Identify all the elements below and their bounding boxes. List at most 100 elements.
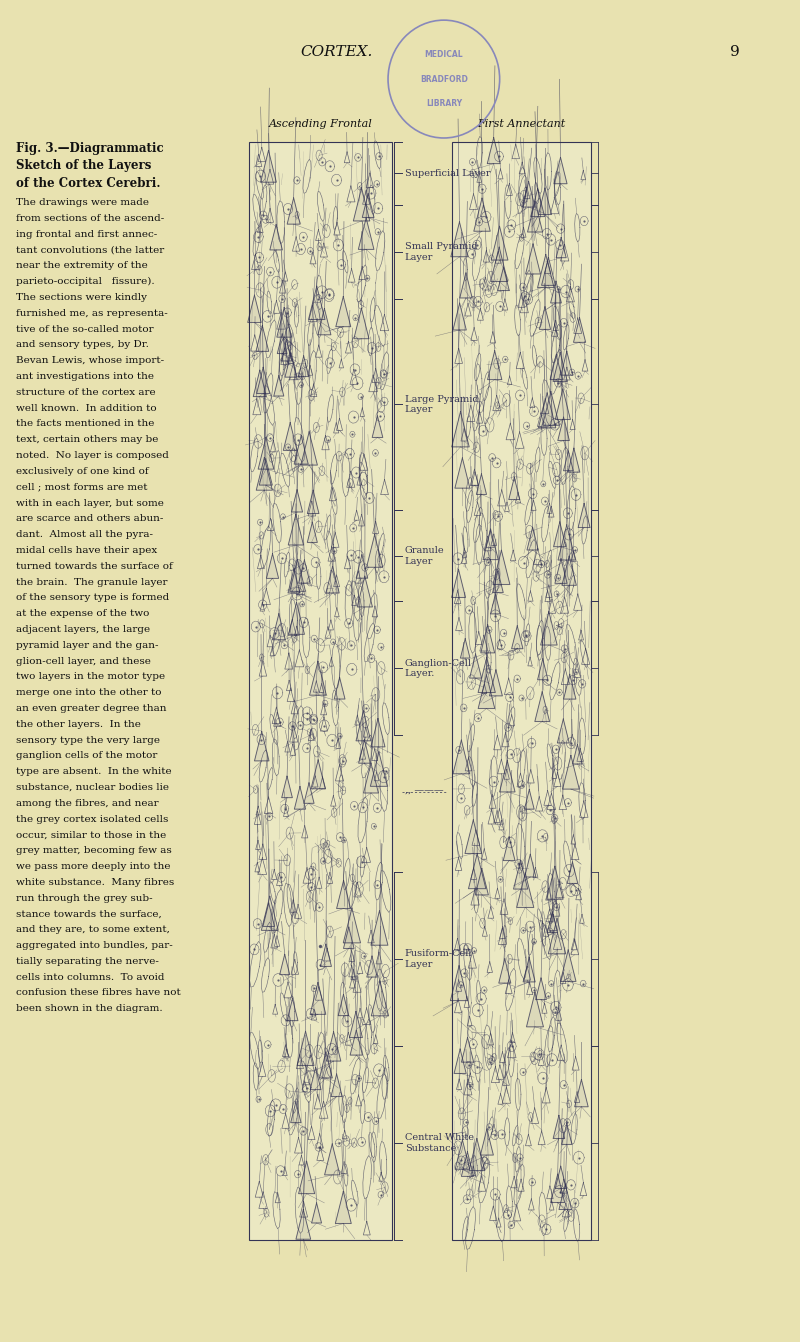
Text: type are absent.  In the white: type are absent. In the white [16,768,171,776]
Polygon shape [554,522,566,546]
Text: CORTEX.: CORTEX. [300,46,373,59]
Polygon shape [550,354,562,380]
Text: Large Pyramid
Layer: Large Pyramid Layer [405,395,478,415]
Text: exclusively of one kind of: exclusively of one kind of [16,467,148,476]
Polygon shape [257,368,270,393]
Polygon shape [574,1079,588,1107]
Polygon shape [298,356,309,377]
Polygon shape [259,459,272,484]
Polygon shape [258,437,274,470]
Text: glion-cell layer, and these: glion-cell layer, and these [16,656,150,666]
Polygon shape [298,1161,314,1193]
Polygon shape [343,909,361,943]
Polygon shape [357,576,373,607]
Polygon shape [290,560,306,592]
Polygon shape [490,247,508,282]
Text: run through the grey sub-: run through the grey sub- [16,894,152,903]
Text: sensory type the very large: sensory type the very large [16,735,160,745]
Polygon shape [338,994,349,1016]
Polygon shape [371,718,385,747]
Polygon shape [538,188,551,215]
Polygon shape [478,658,495,692]
Polygon shape [461,639,470,658]
Text: well known.  In addition to: well known. In addition to [16,404,156,413]
Text: among the fibres, and near: among the fibres, and near [16,798,158,808]
Text: merge one into the other to: merge one into the other to [16,688,162,696]
Polygon shape [527,527,538,550]
Polygon shape [561,352,573,376]
Polygon shape [282,340,292,361]
Polygon shape [498,267,510,291]
Text: occur, similar to those in the: occur, similar to those in the [16,831,166,839]
Polygon shape [304,782,314,804]
Polygon shape [454,1049,466,1074]
Polygon shape [453,303,466,330]
Polygon shape [319,1052,332,1078]
Polygon shape [280,954,290,974]
Text: 9: 9 [730,46,740,59]
Polygon shape [530,189,545,216]
Polygon shape [562,1123,572,1145]
Polygon shape [294,786,306,809]
Polygon shape [263,903,274,926]
Text: been shown in the diagram.: been shown in the diagram. [16,1004,162,1013]
Polygon shape [451,221,468,256]
Polygon shape [538,255,554,287]
Text: tant convolutions (the latter: tant convolutions (the latter [16,246,164,255]
Polygon shape [296,1209,310,1239]
Polygon shape [287,199,300,224]
Bar [452,142,591,1240]
Polygon shape [318,309,331,334]
Text: The sections were kindly: The sections were kindly [16,293,146,302]
Polygon shape [462,1037,474,1062]
Polygon shape [563,451,574,471]
Polygon shape [525,789,534,809]
Polygon shape [326,1032,341,1062]
Text: Fig. 3.—Diagrammatic: Fig. 3.—Diagrammatic [16,142,163,156]
Polygon shape [481,625,494,654]
Text: from sections of the ascend-: from sections of the ascend- [16,215,164,223]
Polygon shape [350,1031,362,1055]
Polygon shape [372,416,382,437]
Polygon shape [354,309,369,338]
Polygon shape [452,412,470,447]
Polygon shape [517,872,534,907]
Polygon shape [493,572,503,593]
Text: The drawings were made: The drawings were made [16,199,149,207]
Polygon shape [475,868,488,895]
Polygon shape [563,674,576,699]
Polygon shape [526,244,541,274]
Polygon shape [350,1012,362,1037]
Text: the grey cortex isolated cells: the grey cortex isolated cells [16,815,168,824]
Polygon shape [450,966,468,1001]
Polygon shape [363,764,378,793]
Polygon shape [558,417,570,440]
Polygon shape [578,503,590,527]
Polygon shape [298,560,310,584]
Text: Fusiform-Cell
Layer: Fusiform-Cell Layer [405,949,472,969]
Polygon shape [522,181,535,207]
Polygon shape [310,1068,321,1090]
Polygon shape [307,490,319,514]
Polygon shape [335,1192,351,1224]
Polygon shape [336,297,350,326]
Polygon shape [526,993,543,1027]
Text: white substance.  Many fibres: white substance. Many fibres [16,878,174,887]
Polygon shape [541,612,557,646]
Text: near the extremity of the: near the extremity of the [16,262,147,271]
Polygon shape [511,625,523,648]
Polygon shape [290,1102,301,1123]
Polygon shape [538,659,548,680]
Polygon shape [325,1143,340,1174]
Polygon shape [550,282,562,303]
Text: confusion these fibres have not: confusion these fibres have not [16,989,181,997]
Polygon shape [309,286,325,319]
Polygon shape [487,350,502,380]
Polygon shape [274,376,284,396]
Polygon shape [465,820,482,854]
Polygon shape [536,978,546,1000]
Text: Granule
Layer: Granule Layer [405,546,445,565]
Polygon shape [358,217,374,250]
Text: noted.  No layer is composed: noted. No layer is composed [16,451,169,460]
Polygon shape [283,423,297,451]
